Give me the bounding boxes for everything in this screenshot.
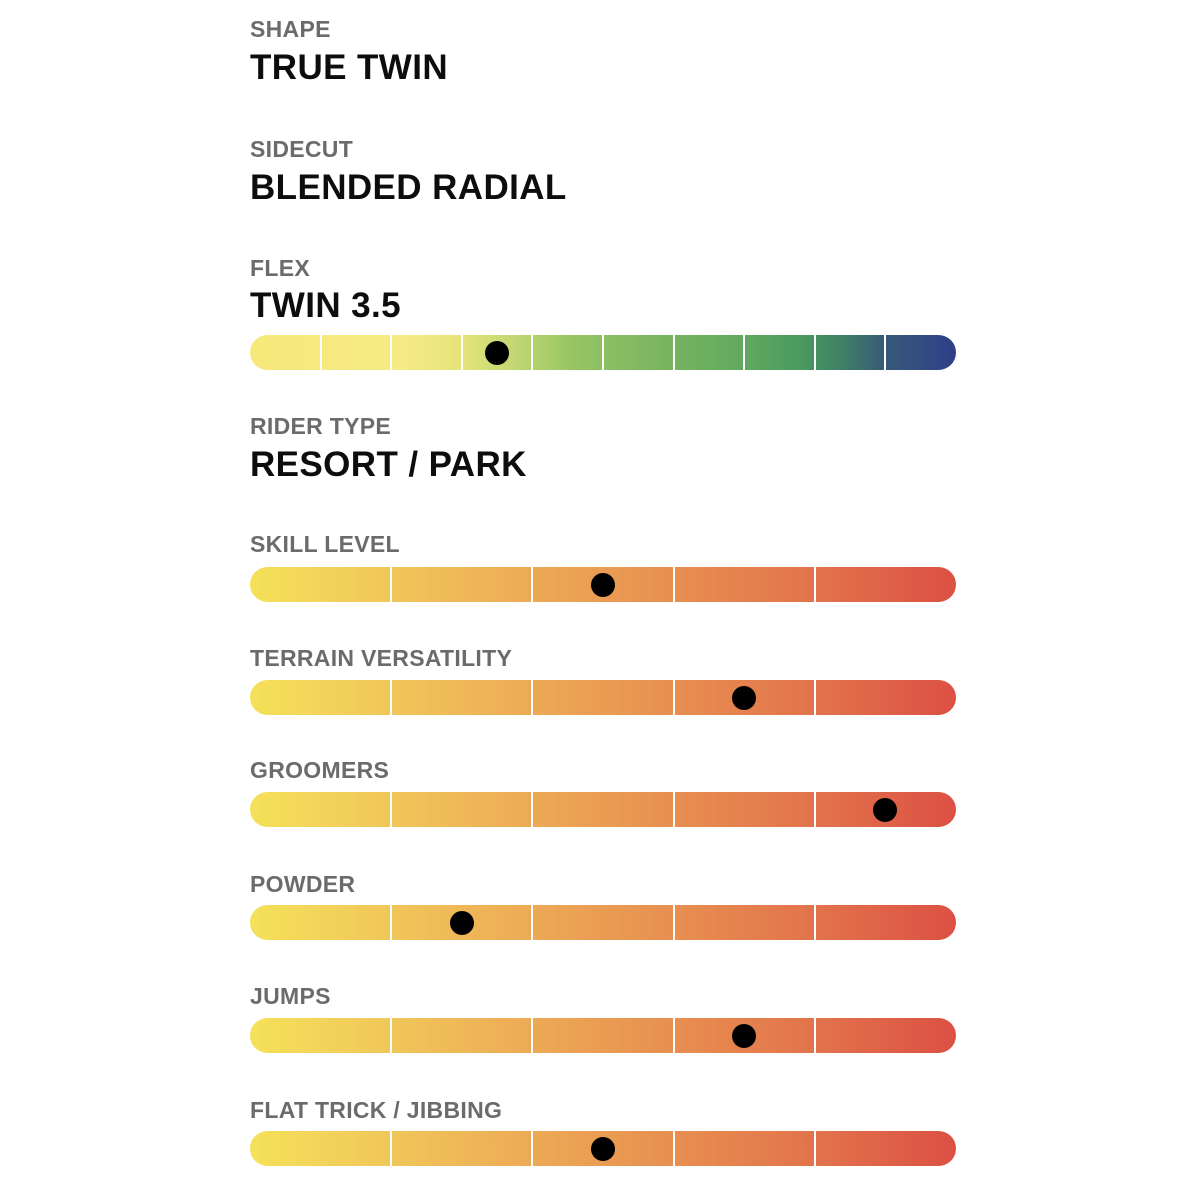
terrain-versatility-indicator-dot (732, 685, 757, 710)
scale-divider (390, 335, 393, 370)
scale-divider (672, 567, 675, 602)
sidecut-value: BLENDED RADIAL (250, 168, 567, 207)
powder-indicator-dot (449, 910, 474, 935)
skill-level-scale-bar (250, 567, 956, 602)
scale-divider (531, 1131, 534, 1166)
scale-divider (390, 905, 393, 940)
shape-value: TRUE TWIN (250, 48, 449, 87)
scale-divider (813, 335, 816, 370)
jumps-scale-bar (250, 1018, 956, 1053)
scale-divider (390, 567, 393, 602)
scale-divider (390, 792, 393, 827)
jumps-indicator-dot (732, 1023, 757, 1048)
groomers-scale-bar (250, 792, 956, 827)
powder-label: POWDER (250, 871, 356, 897)
shape-label: SHAPE (250, 16, 331, 42)
flat-trick-jibbing-label: FLAT TRICK / JIBBING (250, 1097, 503, 1123)
scale-divider (460, 335, 463, 370)
skill-level-label: SKILL LEVEL (250, 531, 400, 557)
powder-scale-bar (250, 905, 956, 940)
scale-divider (813, 567, 816, 602)
flat-trick-jibbing-indicator-dot (591, 1136, 615, 1161)
flex-value: TWIN 3.5 (250, 286, 401, 325)
flat-trick-jibbing-scale-bar (250, 1131, 956, 1166)
scale-divider (390, 1018, 393, 1053)
scale-divider (813, 680, 816, 715)
flex-indicator-dot (485, 340, 510, 365)
flex-scale-bar (250, 335, 956, 370)
terrain-versatility-label: TERRAIN VERSATILITY (250, 645, 513, 671)
scale-divider (531, 680, 534, 715)
flex-label: FLEX (250, 255, 310, 281)
groomers-indicator-dot (873, 797, 898, 822)
scale-divider (531, 335, 534, 370)
scale-divider (531, 1018, 534, 1053)
scale-divider (390, 1131, 393, 1166)
scale-divider (813, 1018, 816, 1053)
scale-divider (672, 335, 675, 370)
rider-type-label: RIDER TYPE (250, 413, 392, 439)
scale-divider (602, 335, 604, 370)
scale-divider (743, 335, 746, 370)
scale-divider (813, 792, 816, 827)
scale-divider (672, 792, 675, 827)
scale-divider (813, 1131, 816, 1166)
terrain-versatility-scale-bar (250, 680, 956, 715)
scale-divider (672, 680, 675, 715)
groomers-label: GROOMERS (250, 757, 390, 783)
rider-type-value: RESORT / PARK (250, 445, 527, 484)
scale-divider (813, 905, 816, 940)
scale-divider (390, 680, 393, 715)
jumps-label: JUMPS (250, 983, 331, 1009)
scale-divider (531, 792, 534, 827)
scale-divider (672, 1131, 675, 1166)
scale-divider (884, 335, 887, 370)
scale-divider (531, 567, 534, 602)
sidecut-label: SIDECUT (250, 136, 354, 162)
scale-divider (672, 905, 675, 940)
skill-level-indicator-dot (591, 572, 615, 597)
scale-divider (531, 905, 534, 940)
scale-divider (319, 335, 322, 370)
scale-divider (672, 1018, 675, 1053)
